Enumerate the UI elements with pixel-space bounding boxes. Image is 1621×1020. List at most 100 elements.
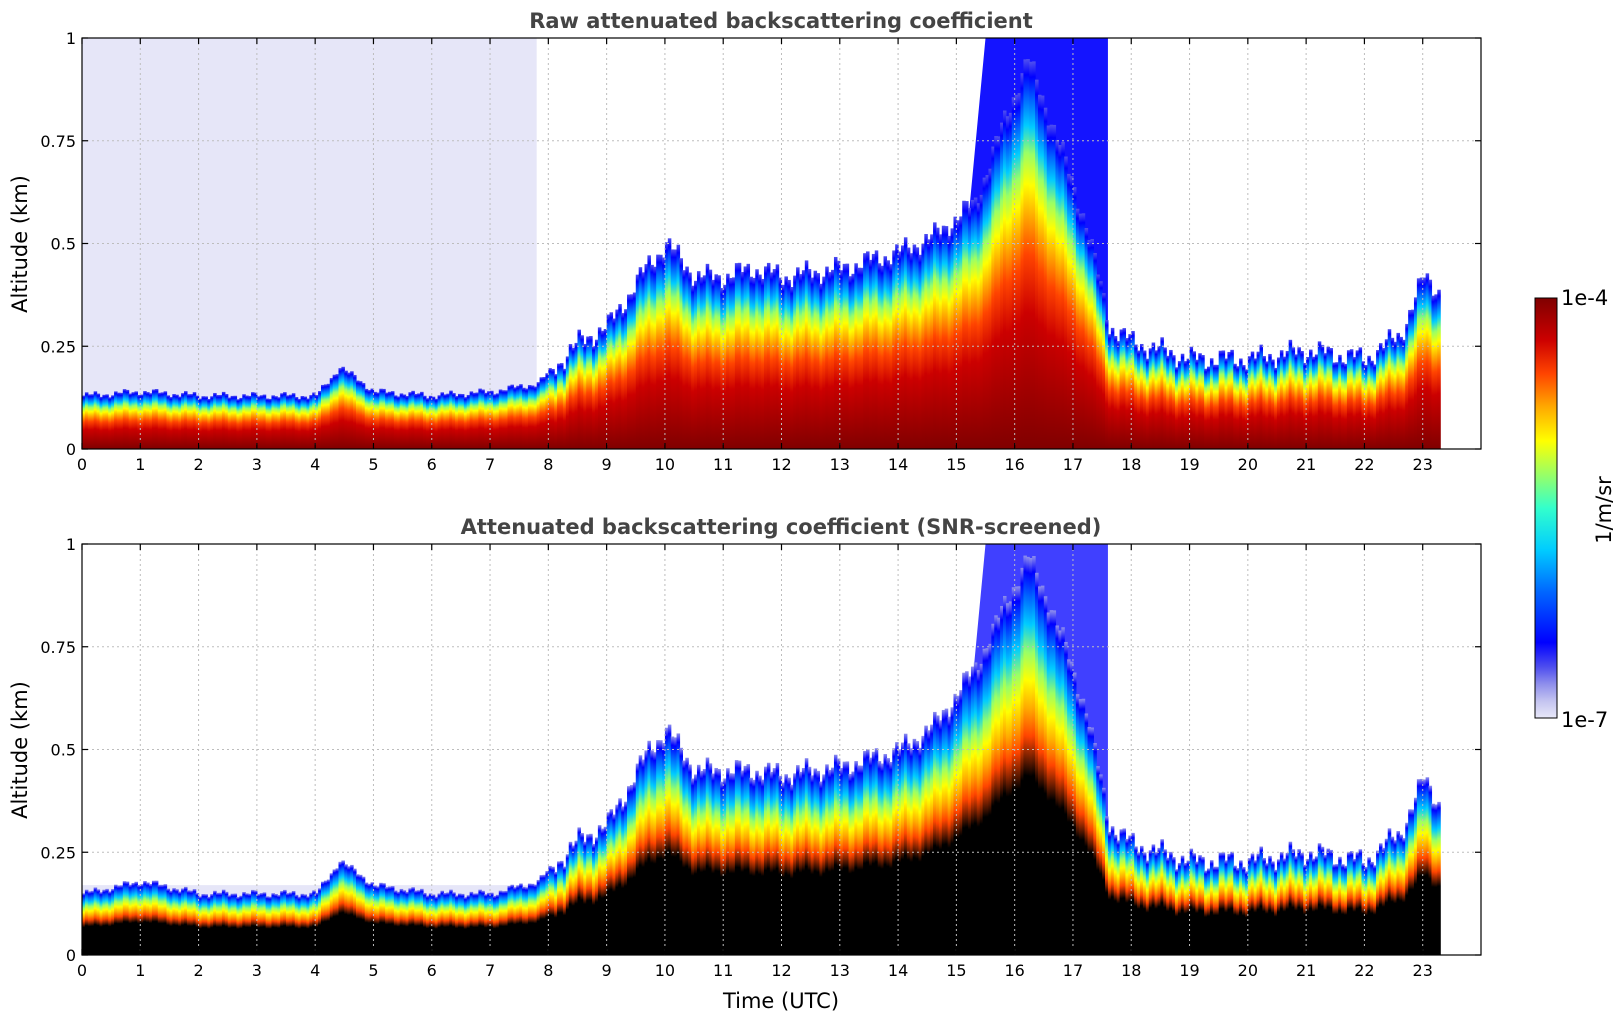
layer-column (918, 254, 922, 449)
layer-column (507, 385, 512, 449)
layer-column (434, 398, 439, 449)
layer-column (1058, 145, 1062, 449)
layer-column (769, 272, 774, 449)
layer-column (288, 892, 293, 955)
layer-column (918, 747, 922, 955)
layer-column (819, 781, 823, 955)
layer-column (580, 833, 584, 955)
layer-column (1177, 862, 1182, 955)
layer-column (1134, 846, 1138, 955)
x-tick-label: 18 (1121, 961, 1141, 980)
layer-column (315, 395, 319, 449)
layer-column (685, 757, 689, 955)
layer-column (189, 394, 194, 449)
layer-column (1209, 860, 1214, 955)
layer-column (970, 666, 975, 955)
layer-column (186, 394, 191, 449)
layer-column (1341, 362, 1345, 449)
layer-column (213, 890, 217, 955)
layer-column (641, 759, 646, 955)
layer-column (991, 623, 995, 955)
layer-column (973, 197, 978, 449)
layer-column (868, 259, 873, 449)
layer-column (233, 893, 238, 955)
layer-column (350, 371, 354, 449)
x-tick-label: 5 (368, 455, 378, 474)
layer-column (898, 251, 902, 449)
x-tick-label: 16 (1004, 455, 1024, 474)
layer-column (1189, 346, 1194, 449)
screened-plot-area (82, 544, 1441, 955)
layer-column (490, 892, 494, 955)
layer-column (294, 397, 299, 449)
layer-column (787, 777, 791, 955)
layer-column (565, 854, 570, 955)
layer-column (428, 395, 433, 449)
x-tick-label: 4 (310, 455, 320, 474)
layer-column (621, 313, 625, 449)
layer-column (953, 693, 957, 955)
layer-column (355, 380, 360, 449)
layer-column (440, 392, 445, 449)
layer-column (116, 392, 121, 449)
layer-column (192, 889, 197, 955)
layer-column (659, 740, 663, 955)
layer-column (1201, 856, 1205, 955)
layer-column (178, 396, 182, 449)
layer-column (807, 269, 812, 449)
x-tick-label: 20 (1238, 961, 1258, 980)
layer-column (195, 893, 200, 955)
layer-column (734, 263, 739, 449)
layer-column (839, 270, 844, 449)
y-tick-label: 1 (66, 29, 76, 48)
x-tick-label: 14 (888, 455, 908, 474)
layer-column (475, 893, 479, 955)
layer-column (1236, 366, 1240, 449)
layer-column (288, 394, 293, 449)
layer-column (1262, 857, 1266, 955)
layer-column (618, 798, 622, 955)
layer-column (702, 769, 707, 955)
layer-column (318, 888, 322, 955)
layer-column (417, 393, 421, 449)
layer-column (160, 884, 165, 955)
layer-column (280, 891, 284, 955)
layer-column (525, 388, 529, 449)
layer-column (1037, 94, 1042, 449)
layer-column (924, 725, 928, 955)
layer-column (615, 309, 619, 449)
layer-column (659, 254, 663, 449)
layer-column (105, 888, 109, 955)
layer-column (997, 136, 1001, 449)
layer-column (624, 309, 628, 449)
x-tick-label: 10 (655, 961, 675, 980)
layer-column (271, 395, 275, 449)
layer-column (379, 882, 383, 955)
layer-column (122, 881, 127, 955)
layer-column (178, 891, 182, 955)
layer-column (784, 276, 788, 449)
layer-column (664, 727, 669, 955)
layer-column (294, 894, 299, 955)
layer-column (1242, 365, 1246, 449)
layer-column (1431, 295, 1435, 449)
layer-column (673, 737, 678, 955)
layer-column (632, 782, 637, 955)
layer-column (1195, 861, 1199, 955)
layer-column (1204, 870, 1208, 955)
layer-column (641, 272, 646, 449)
layer-column (1349, 349, 1354, 449)
layer-column (857, 267, 861, 449)
layer-column (600, 330, 605, 449)
layer-column (326, 879, 331, 955)
layer-column (361, 383, 366, 449)
layer-column (259, 893, 264, 955)
layer-column (807, 766, 812, 955)
layer-column (1244, 871, 1249, 955)
layer-column (128, 884, 133, 955)
raw-y-axis-label: Altitude (km) (8, 175, 32, 313)
layer-column (1271, 359, 1275, 449)
layer-column (863, 750, 867, 955)
layer-column (239, 895, 243, 955)
screened-x-ticks: 0 1 2 3 4 5 6 7 8 9 10 11 12 13 14 15 16 17 18 19 20 21 22 23 (77, 544, 1433, 980)
